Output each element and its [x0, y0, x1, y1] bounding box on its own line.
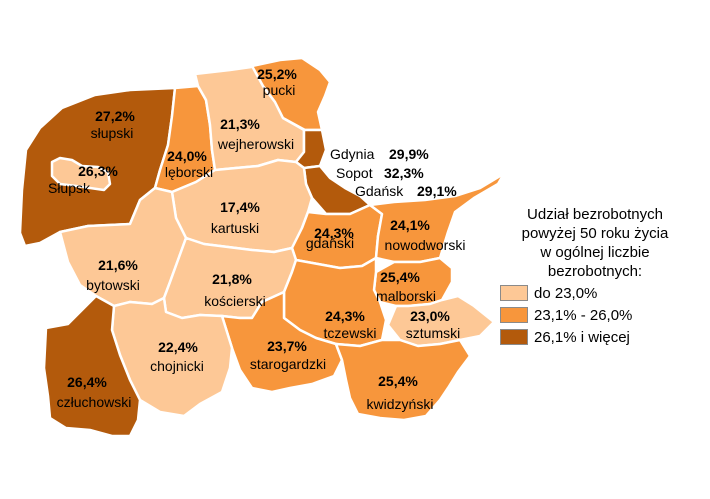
label-value-koscierski: 21,8%	[212, 271, 252, 287]
label-value-starogardzki: 23,7%	[267, 338, 307, 354]
label-name-nowodworski: nowodworski	[385, 237, 466, 253]
label-name-czluchowski: człuchowski	[57, 394, 132, 410]
legend-item-mid: 23,1% - 26,0%	[500, 305, 690, 325]
label-value-tczewski: 24,3%	[325, 308, 365, 324]
legend-title-line: bezrobotnych:	[547, 263, 643, 280]
label-name-gdanski: gdański	[306, 235, 354, 251]
legend-swatch-high	[500, 329, 528, 345]
label-value-czluchowski: 26,4%	[67, 374, 107, 390]
label-value-gdansk: 29,1%	[417, 183, 457, 199]
label-name-pucki: pucki	[263, 82, 296, 98]
label-name-slupsk: Słupsk	[48, 180, 91, 196]
legend-label-low: do 23,0%	[534, 284, 598, 302]
region-pucki	[250, 56, 332, 132]
legend-item-low: do 23,0%	[500, 283, 690, 303]
label-value-gdynia: 29,9%	[389, 146, 429, 162]
label-value-malborski: 25,4%	[380, 269, 420, 285]
legend-title: Udział bezrobotnych powyżej 50 roku życi…	[500, 205, 690, 281]
label-name-slupski: słupski	[91, 125, 134, 141]
legend-title-line: w ogólnej liczbie	[540, 244, 650, 261]
label-value-slupsk: 26,3%	[78, 163, 118, 179]
label-value-gdanski: 24,3%	[314, 225, 354, 241]
slupsk-outline	[51, 157, 111, 191]
legend-label-high: 26,1% i więcej	[534, 328, 630, 346]
legend-swatch-low	[500, 285, 528, 301]
label-value-bytowski: 21,6%	[98, 257, 138, 273]
label-name-leborski: lęborski	[165, 164, 213, 180]
label-value-kwidzynski: 25,4%	[378, 373, 418, 389]
label-value-sopot: 32,3%	[384, 165, 424, 181]
label-name-starogardzki: starogardzki	[250, 356, 326, 372]
label-name-gdansk: Gdańsk	[355, 183, 404, 199]
region-kwidzynski	[334, 338, 472, 422]
region-czluchowski	[42, 294, 142, 438]
label-name-koscierski: kościerski	[204, 293, 265, 309]
label-value-chojnicki: 22,4%	[158, 339, 198, 355]
label-name-kartuski: kartuski	[211, 220, 259, 236]
label-name-kwidzynski: kwidzyński	[367, 396, 434, 412]
label-name-gdynia: Gdynia	[330, 146, 375, 162]
label-name-sztumski: sztumski	[406, 325, 460, 341]
legend-item-high: 26,1% i więcej	[500, 327, 690, 347]
legend-title-line: Udział bezrobotnych	[527, 206, 663, 223]
legend-label-mid: 23,1% - 26,0%	[534, 306, 633, 324]
legend-swatch-mid	[500, 307, 528, 323]
label-value-slupski: 27,2%	[95, 108, 135, 124]
legend-title-line: powyżej 50 roku życia	[521, 225, 669, 242]
label-name-sopot: Sopot	[336, 165, 373, 181]
label-name-tczewski: tczewski	[324, 325, 377, 341]
label-value-nowodworski: 24,1%	[390, 217, 430, 233]
label-value-pucki: 25,2%	[257, 66, 297, 82]
legend: Udział bezrobotnych powyżej 50 roku życi…	[500, 205, 690, 347]
label-name-malborski: malborski	[376, 288, 436, 304]
label-value-sztumski: 23,0%	[410, 308, 450, 324]
label-value-wejherowski: 21,3%	[220, 116, 260, 132]
label-name-chojnicki: chojnicki	[150, 358, 204, 374]
label-value-kartuski: 17,4%	[220, 199, 260, 215]
label-name-bytowski: bytowski	[86, 277, 140, 293]
region-nowodworski	[368, 170, 507, 264]
label-value-leborski: 24,0%	[167, 148, 207, 164]
label-name-wejherowski: wejherowski	[217, 136, 294, 152]
